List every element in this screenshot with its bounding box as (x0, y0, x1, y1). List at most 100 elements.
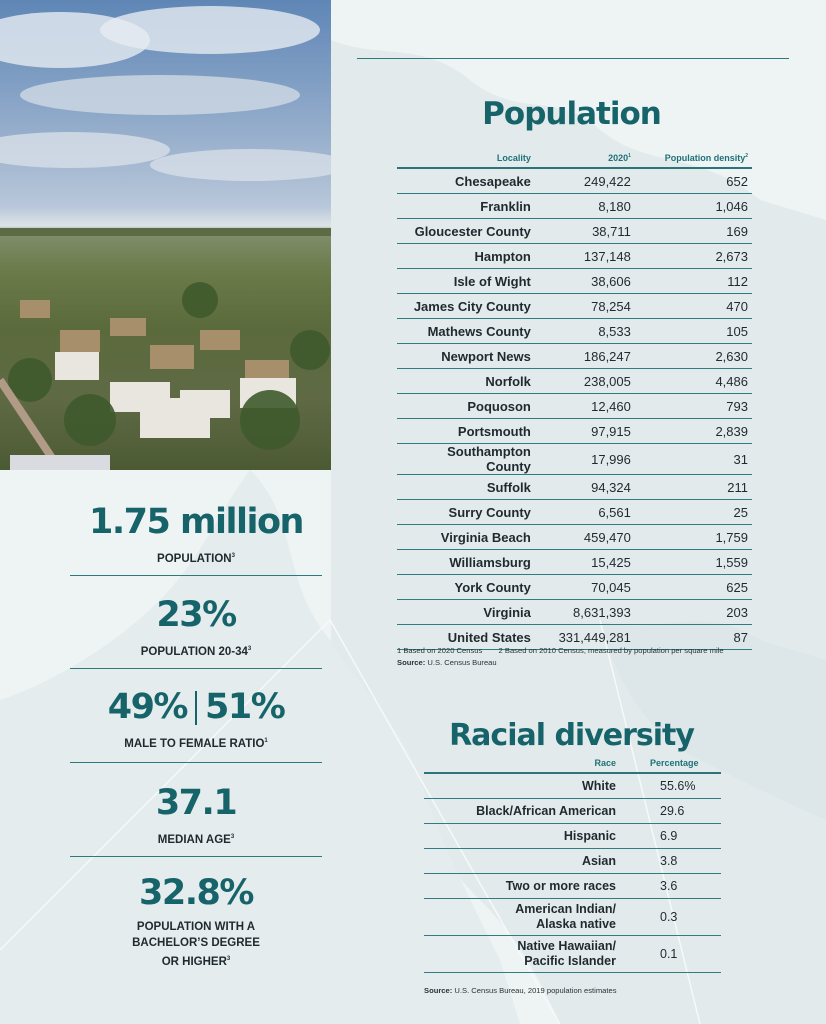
female-value: 51% (205, 687, 286, 727)
stat-divider (70, 575, 322, 576)
year-header: 20201 (532, 139, 635, 169)
stat-value: 23% (156, 595, 237, 635)
table-row: White 55.6% (424, 773, 721, 799)
stat-population-20-34: 23% POPULATION 20-343 (70, 598, 322, 660)
table-row: Franklin 8,180 1,046 (397, 193, 752, 219)
locality-cell: Virginia Beach (397, 524, 533, 550)
table-header-row: Locality 20201 Population density2 (397, 139, 752, 169)
population-cell: 15,425 (532, 549, 635, 575)
density-cell: 470 (634, 293, 752, 319)
density-cell: 112 (634, 268, 752, 294)
stat-divider (70, 762, 322, 763)
race-cell: Two or more races (424, 873, 636, 899)
percentage-cell: 3.6 (636, 873, 721, 899)
density-cell: 87 (634, 624, 752, 650)
population-cell: 186,247 (532, 343, 635, 369)
population-cell: 238,005 (532, 368, 635, 394)
race-cell: Hispanic (424, 823, 636, 849)
race-cell: Native Hawaiian/Pacific Islander (424, 935, 636, 973)
density-cell: 105 (634, 318, 752, 344)
locality-cell: James City County (397, 293, 533, 319)
locality-cell: Isle of Wight (397, 268, 533, 294)
population-title: Population (482, 96, 662, 132)
population-footnotes: 1 Based on 2020 Census 2 Based on 2010 C… (397, 646, 724, 667)
density-cell: 31 (634, 443, 752, 475)
stat-label: POPULATION 20-343 (140, 645, 252, 658)
percentage-cell: 29.6 (636, 798, 721, 824)
population-cell: 459,470 (532, 524, 635, 550)
stat-label: POPULATION3 (157, 552, 235, 565)
top-divider (357, 58, 789, 59)
locality-cell: Southampton County (397, 443, 533, 475)
locality-header: Locality (397, 139, 533, 169)
percentage-cell: 0.1 (636, 935, 721, 973)
table-row: Williamsburg 15,425 1,559 (397, 549, 752, 575)
locality-cell: Chesapeake (397, 168, 533, 194)
race-cell: Asian (424, 848, 636, 874)
table-row: Virginia Beach 459,470 1,759 (397, 524, 752, 550)
locality-cell: Mathews County (397, 318, 533, 344)
table-row: Asian 3.8 (424, 848, 721, 874)
locality-cell: Franklin (397, 193, 533, 219)
population-cell: 8,631,393 (532, 599, 635, 625)
locality-cell: United States (397, 624, 533, 650)
density-cell: 2,673 (634, 243, 752, 269)
stat-bachelors-degree: 32.8% POPULATION WITH A BACHELOR’S DEGRE… (70, 876, 322, 970)
percentage-header: Percentage (636, 757, 721, 774)
stat-gender-ratio: 49% 51% MALE TO FEMALE RATIO1 (70, 690, 322, 752)
density-cell: 1,759 (634, 524, 752, 550)
table-row: Poquoson 12,460 793 (397, 393, 752, 419)
table-row: Newport News 186,247 2,630 (397, 343, 752, 369)
population-table: Locality 20201 Population density2 Chesa… (397, 139, 752, 650)
table-header-row: Race Percentage (424, 757, 721, 774)
population-cell: 17,996 (532, 443, 635, 475)
density-cell: 1,046 (634, 193, 752, 219)
table-row: Gloucester County 38,711 169 (397, 218, 752, 244)
table-row: Surry County 6,561 25 (397, 499, 752, 525)
table-row: Southampton County 17,996 31 (397, 443, 752, 475)
table-row: Isle of Wight 38,606 112 (397, 268, 752, 294)
density-cell: 2,630 (634, 343, 752, 369)
race-header: Race (424, 757, 636, 774)
table-row: Mathews County 8,533 105 (397, 318, 752, 344)
population-cell: 94,324 (532, 474, 635, 500)
percentage-cell: 55.6% (636, 773, 721, 799)
racial-source: Source: U.S. Census Bureau, 2019 populat… (424, 986, 617, 995)
population-cell: 38,606 (532, 268, 635, 294)
table-row: James City County 78,254 470 (397, 293, 752, 319)
table-row: Hispanic 6.9 (424, 823, 721, 849)
population-cell: 249,422 (532, 168, 635, 194)
population-source: Source: U.S. Census Bureau (397, 658, 497, 667)
locality-cell: Williamsburg (397, 549, 533, 575)
stat-label: MALE TO FEMALE RATIO1 (124, 737, 268, 750)
table-row: Native Hawaiian/Pacific Islander 0.1 (424, 935, 721, 973)
population-cell: 70,045 (532, 574, 635, 600)
population-cell: 8,533 (532, 318, 635, 344)
stat-label: MEDIAN AGE3 (157, 833, 235, 846)
table-row: Suffolk 94,324 211 (397, 474, 752, 500)
locality-cell: York County (397, 574, 533, 600)
locality-cell: Surry County (397, 499, 533, 525)
density-header: Population density2 (634, 139, 752, 169)
race-cell: White (424, 773, 636, 799)
density-cell: 211 (634, 474, 752, 500)
percentage-cell: 3.8 (636, 848, 721, 874)
table-row: Chesapeake 249,422 652 (397, 168, 752, 194)
stat-population: 1.75 million POPULATION3 (70, 505, 322, 567)
table-row: United States 331,449,281 87 (397, 624, 752, 650)
stat-value: 32.8% (139, 873, 254, 913)
table-row: Black/African American 29.6 (424, 798, 721, 824)
locality-cell: Portsmouth (397, 418, 533, 444)
locality-cell: Virginia (397, 599, 533, 625)
density-cell: 25 (634, 499, 752, 525)
density-cell: 652 (634, 168, 752, 194)
population-cell: 12,460 (532, 393, 635, 419)
population-cell: 331,449,281 (532, 624, 635, 650)
percentage-cell: 6.9 (636, 823, 721, 849)
population-cell: 97,915 (532, 418, 635, 444)
race-cell: American Indian/Alaska native (424, 898, 636, 936)
stat-label: POPULATION WITH A BACHELOR’S DEGREE OR H… (132, 921, 260, 968)
stat-value: 37.1 (155, 783, 238, 823)
table-row: Hampton 137,148 2,673 (397, 243, 752, 269)
density-cell: 169 (634, 218, 752, 244)
